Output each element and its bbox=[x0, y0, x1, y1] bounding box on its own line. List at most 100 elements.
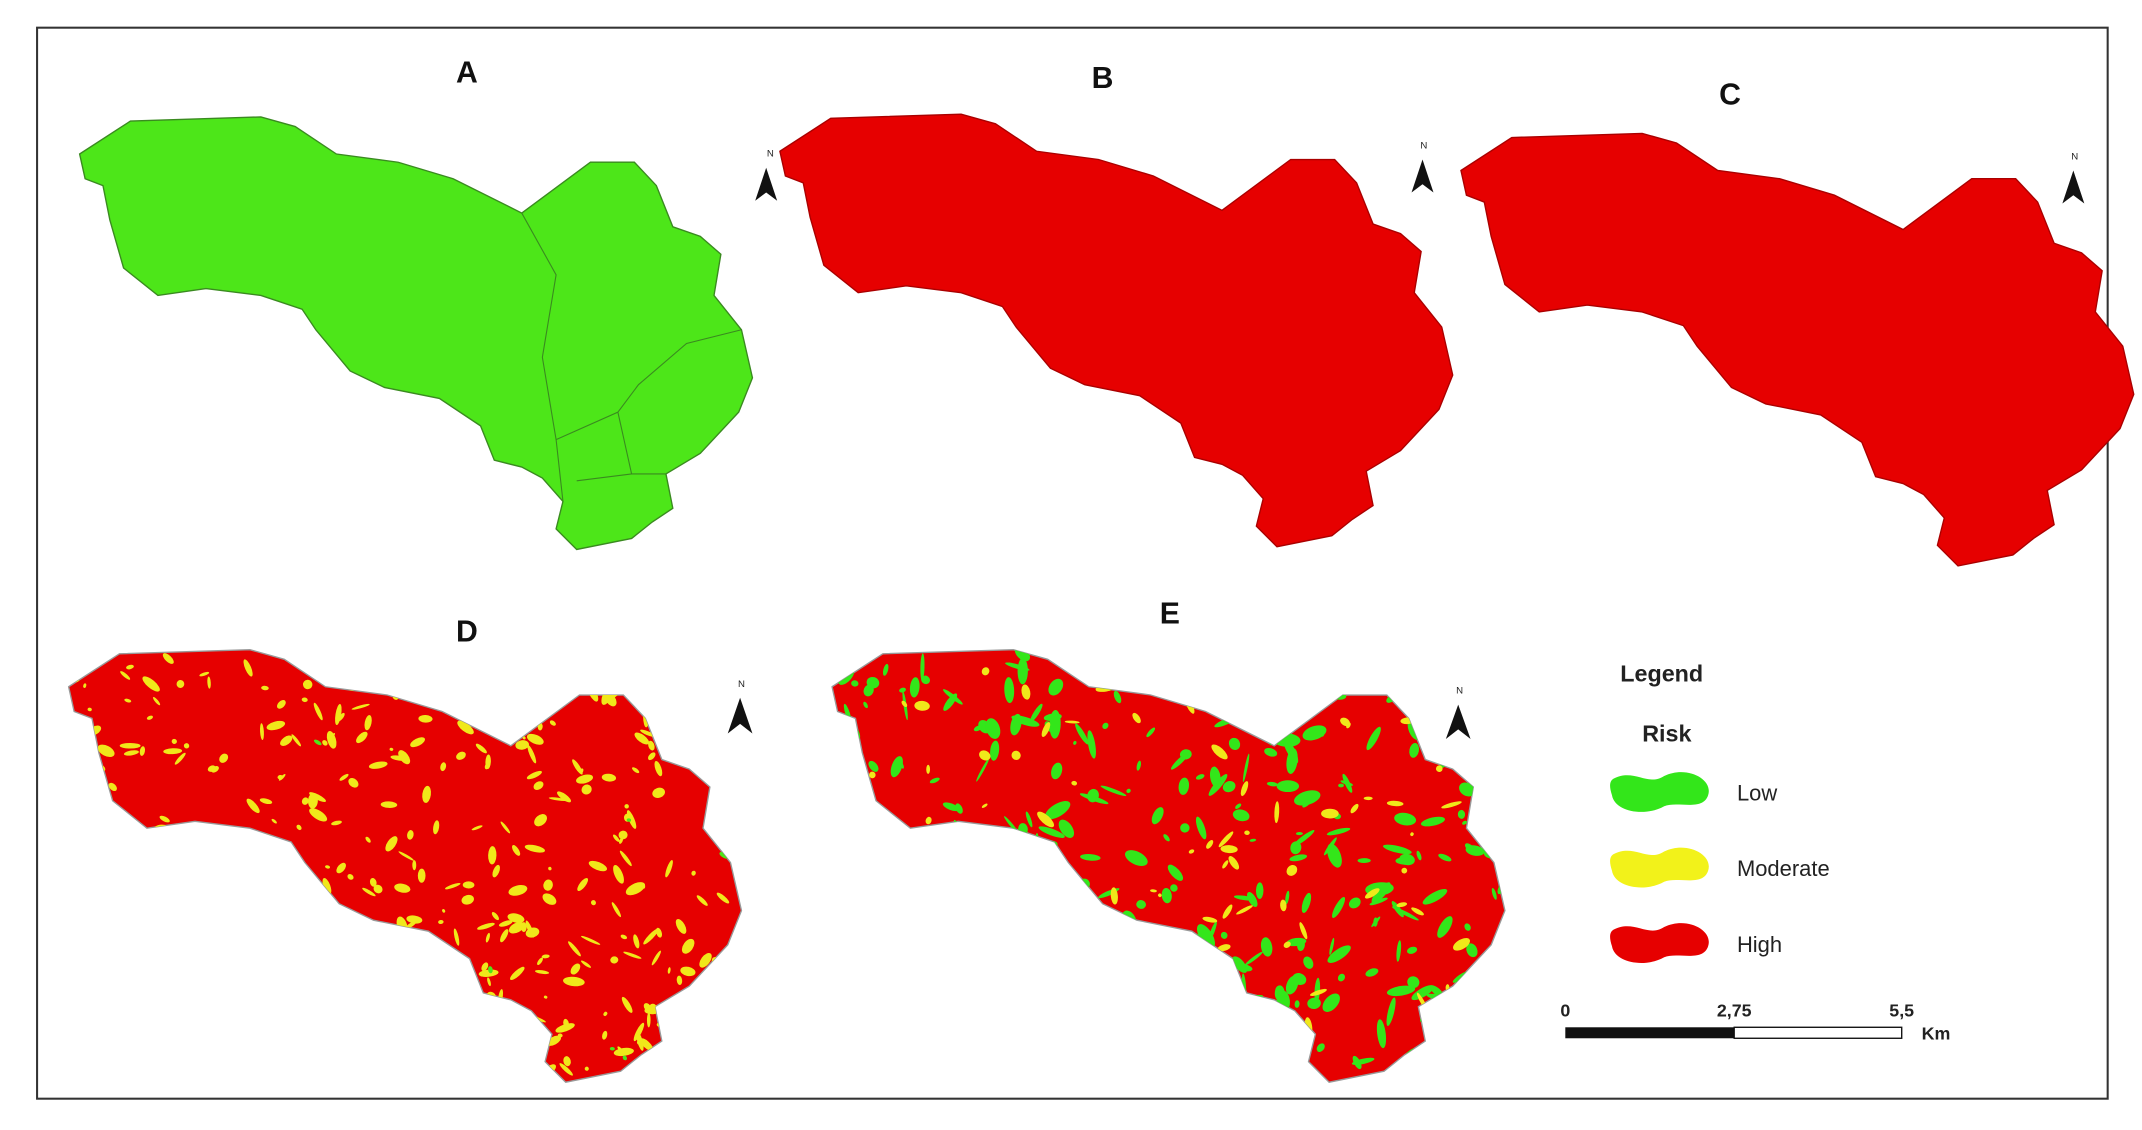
risk-patch bbox=[577, 877, 589, 892]
legend-label: Moderate bbox=[1737, 856, 1830, 881]
risk-patch bbox=[696, 895, 708, 906]
legend: Low Moderate High bbox=[1610, 772, 1830, 963]
risk-patch bbox=[643, 928, 659, 945]
risk-patch bbox=[348, 777, 359, 788]
risk-patch bbox=[943, 693, 958, 711]
risk-patch bbox=[1087, 730, 1096, 759]
risk-patch bbox=[1195, 816, 1207, 840]
risk-patch bbox=[510, 966, 525, 981]
north-label: N bbox=[738, 679, 745, 690]
risk-patch bbox=[302, 679, 313, 690]
risk-patch bbox=[1329, 937, 1335, 955]
risk-patch bbox=[394, 883, 411, 893]
risk-patch bbox=[433, 820, 440, 835]
risk-patch bbox=[1302, 725, 1327, 741]
risk-patch bbox=[1435, 765, 1443, 773]
risk-patch bbox=[584, 1066, 589, 1071]
risk-patch bbox=[1146, 727, 1156, 738]
risk-patch bbox=[1045, 801, 1071, 820]
risk-patch bbox=[633, 1022, 645, 1042]
risk-patch bbox=[1049, 710, 1061, 739]
risk-patch bbox=[979, 750, 991, 761]
risk-patch bbox=[1274, 985, 1285, 1001]
risk-patch bbox=[322, 878, 332, 895]
risk-patch bbox=[620, 934, 628, 940]
risk-patch bbox=[866, 676, 880, 689]
legend-subtitle: Risk bbox=[1642, 721, 1691, 747]
risk-patch bbox=[1264, 747, 1278, 757]
risk-patch bbox=[869, 771, 876, 779]
risk-patch bbox=[1232, 956, 1248, 973]
risk-patch bbox=[520, 922, 527, 933]
risk-patch bbox=[563, 1018, 569, 1029]
risk-patch bbox=[1294, 790, 1321, 806]
risk-patch bbox=[163, 748, 183, 755]
risk-patch bbox=[126, 664, 134, 670]
risk-patch bbox=[602, 1030, 608, 1040]
panel-label: D bbox=[456, 615, 478, 648]
risk-patch bbox=[291, 734, 302, 747]
risk-patch bbox=[1211, 744, 1228, 760]
risk-patch bbox=[461, 894, 474, 905]
risk-patch bbox=[1037, 811, 1055, 828]
risk-patch bbox=[326, 731, 337, 749]
risk-patch bbox=[1365, 968, 1379, 977]
risk-patch bbox=[533, 781, 544, 790]
risk-patch bbox=[1113, 690, 1122, 704]
risk-patch bbox=[1100, 785, 1127, 797]
risk-patch bbox=[373, 884, 383, 894]
risk-patch bbox=[1416, 850, 1422, 861]
risk-patch bbox=[632, 767, 640, 774]
risk-patch bbox=[1396, 940, 1402, 962]
risk-patch bbox=[369, 878, 377, 887]
risk-patch bbox=[1196, 924, 1215, 949]
risk-patch bbox=[1369, 897, 1388, 906]
risk-patch bbox=[1158, 893, 1162, 898]
risk-patch bbox=[1464, 923, 1471, 931]
risk-patch bbox=[243, 659, 253, 677]
risk-patch bbox=[1232, 809, 1250, 822]
risk-patch bbox=[438, 919, 444, 925]
risk-patch bbox=[407, 830, 414, 840]
risk-patch bbox=[1401, 867, 1408, 874]
risk-patch bbox=[680, 966, 696, 977]
risk-patch bbox=[142, 676, 160, 692]
risk-patch bbox=[331, 820, 342, 826]
north-label: N bbox=[2071, 152, 2078, 163]
risk-patch bbox=[351, 703, 370, 710]
risk-patch bbox=[882, 663, 889, 676]
risk-patch bbox=[1395, 857, 1414, 865]
risk-patch bbox=[1202, 916, 1218, 923]
risk-patch bbox=[1366, 726, 1381, 751]
risk-patch bbox=[985, 718, 1001, 739]
risk-patch bbox=[1437, 916, 1453, 938]
risk-patch bbox=[681, 938, 695, 954]
risk-patch bbox=[508, 921, 525, 934]
risk-patch bbox=[568, 941, 581, 957]
risk-patch bbox=[921, 675, 931, 685]
risk-patch bbox=[1011, 715, 1040, 727]
risk-patch bbox=[581, 935, 601, 945]
risk-patch bbox=[868, 760, 879, 772]
risk-patch bbox=[920, 653, 925, 681]
risk-patch bbox=[1208, 774, 1228, 796]
risk-patch bbox=[527, 745, 537, 764]
risk-patch bbox=[543, 995, 548, 999]
risk-patch bbox=[1041, 722, 1051, 737]
risk-patch bbox=[1309, 988, 1327, 997]
risk-patch bbox=[1222, 904, 1233, 919]
risk-patch bbox=[336, 862, 346, 874]
risk-patch bbox=[580, 960, 591, 968]
risk-patch bbox=[1383, 844, 1412, 855]
risk-patch bbox=[500, 929, 509, 943]
risk-patch bbox=[406, 921, 417, 929]
risk-patch bbox=[1295, 832, 1303, 836]
risk-patch bbox=[171, 738, 177, 744]
risk-patch bbox=[1178, 777, 1190, 795]
risk-patch bbox=[1391, 901, 1404, 918]
risk-patch bbox=[925, 816, 932, 825]
risk-patch bbox=[1228, 737, 1241, 750]
risk-patch bbox=[1220, 931, 1228, 939]
map-a bbox=[78, 116, 754, 551]
risk-patch bbox=[555, 1023, 575, 1033]
